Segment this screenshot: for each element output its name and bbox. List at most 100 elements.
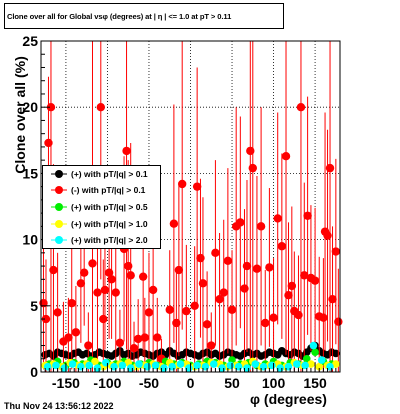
- x-tick-label: 100: [262, 375, 286, 391]
- chart-title: Clone over all for Global vsφ (degrees) …: [4, 3, 284, 29]
- data-point: [85, 361, 93, 370]
- data-point: [273, 214, 282, 223]
- data-point: [277, 242, 287, 251]
- legend-marker: [51, 170, 67, 178]
- data-point: [211, 248, 220, 258]
- data-point: [126, 271, 135, 280]
- data-point: [100, 285, 110, 295]
- data-point: [315, 362, 324, 371]
- x-tick-label: -100: [93, 375, 121, 391]
- legend-dot: [55, 236, 63, 244]
- legend-entry: (+) with pT/|q| > 1.0: [43, 216, 162, 232]
- data-point: [311, 348, 319, 356]
- data-point: [71, 328, 81, 337]
- x-tick-label: 50: [224, 375, 240, 391]
- legend-entry: (+) with pT/|q| > 0.5: [43, 199, 162, 215]
- data-point: [64, 333, 73, 342]
- data-point: [111, 288, 120, 297]
- legend-entry: (+) with pT/|q| > 0.1: [43, 166, 162, 182]
- data-point: [317, 356, 326, 364]
- data-point: [99, 314, 108, 324]
- data-point: [301, 361, 309, 370]
- data-point: [176, 360, 185, 368]
- data-point: [41, 314, 51, 324]
- legend-entry: (+) with pT/|q| > 2.0: [43, 232, 162, 248]
- data-point: [256, 222, 266, 231]
- data-point: [215, 294, 224, 304]
- data-point: [140, 333, 150, 342]
- data-point: [93, 288, 102, 297]
- data-point: [332, 360, 340, 368]
- data-point: [328, 294, 337, 304]
- data-point: [135, 360, 143, 368]
- legend-marker: [51, 220, 67, 228]
- tick-labels: -150 -100 -50 0 50 100 150 0 5 10 15 20 25: [22, 33, 327, 391]
- y-tick-label: 5: [30, 298, 38, 314]
- data-point: [319, 313, 328, 322]
- data-point: [302, 354, 311, 363]
- data-point: [252, 264, 262, 273]
- x-tick-label: 0: [187, 375, 195, 391]
- data-point: [76, 279, 86, 288]
- data-point: [307, 360, 315, 368]
- data-point: [219, 288, 228, 297]
- data-point: [265, 263, 274, 272]
- data-point: [49, 265, 58, 275]
- data-point: [209, 360, 218, 368]
- data-point: [251, 360, 260, 368]
- data-point: [334, 317, 343, 326]
- data-point: [269, 313, 278, 322]
- timestamp: Thu Nov 24 13:56:12 2022: [4, 401, 114, 411]
- data-point: [101, 358, 110, 367]
- legend-label: (+) with pT/|q| > 0.1: [71, 169, 148, 179]
- data-point: [284, 291, 293, 300]
- legend-label: (+) with pT/|q| > 0.5: [71, 202, 148, 212]
- data-point: [53, 308, 62, 317]
- data-point: [153, 333, 162, 342]
- data-point: [96, 103, 106, 112]
- y-tick-label: 20: [22, 99, 38, 115]
- data-point: [182, 306, 191, 316]
- data-point: [261, 318, 270, 328]
- data-point: [177, 179, 187, 189]
- legend-label: (+) with pT/|q| > 1.0: [71, 219, 148, 229]
- legend-marker: [51, 203, 67, 211]
- data-point: [129, 343, 139, 353]
- x-tick-label: -150: [52, 375, 80, 391]
- data-point: [118, 361, 127, 370]
- data-point: [115, 338, 125, 348]
- data-point: [293, 360, 301, 368]
- data-point: [331, 247, 341, 256]
- data-point: [107, 275, 116, 284]
- y-tick-label: 25: [22, 33, 38, 49]
- legend-marker: [51, 186, 67, 194]
- data-point: [68, 360, 77, 368]
- data-point: [79, 268, 89, 277]
- data-point: [91, 357, 99, 366]
- data-point: [174, 265, 184, 275]
- y-axis-label: Clone over all (%): [12, 56, 28, 174]
- data-point: [242, 261, 252, 271]
- data-point: [122, 146, 131, 156]
- y-tick-label: 10: [22, 232, 38, 248]
- data-point: [138, 272, 148, 281]
- data-point: [310, 276, 320, 285]
- data-point: [144, 308, 154, 317]
- data-point: [303, 211, 312, 220]
- data-point: [151, 361, 160, 370]
- legend-dot: [55, 186, 63, 194]
- data-point: [133, 334, 143, 344]
- x-tick-label: -50: [139, 375, 159, 391]
- data-point: [332, 349, 340, 358]
- data-point: [67, 298, 76, 308]
- data-point: [325, 163, 335, 173]
- data-point: [88, 259, 97, 268]
- data-point: [192, 182, 202, 191]
- data-point: [52, 361, 60, 370]
- data-point: [227, 305, 237, 314]
- data-point: [309, 341, 318, 350]
- data-point: [223, 256, 233, 265]
- x-axis-label: φ (degrees): [250, 391, 327, 407]
- x-tick-label: 150: [303, 375, 327, 391]
- data-point: [148, 285, 158, 295]
